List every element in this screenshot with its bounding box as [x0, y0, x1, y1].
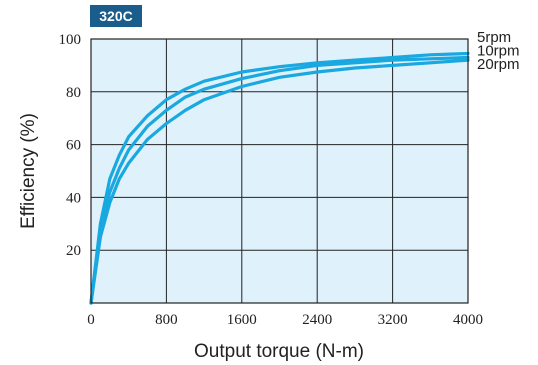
x-tick-label: 0 [87, 312, 95, 328]
y-tick-label: 80 [66, 85, 81, 101]
y-tick-labels: 20 40 60 80 100 [59, 32, 82, 259]
x-tick-label: 4000 [453, 312, 483, 328]
x-axis-title: Output torque (N-m) [194, 341, 364, 362]
y-tick-label: 40 [66, 190, 81, 206]
x-tick-label: 800 [155, 312, 178, 328]
series-label-20rpm: 20rpm [477, 56, 520, 73]
y-tick-label: 60 [66, 138, 81, 154]
x-tick-label: 1600 [227, 312, 257, 328]
x-tick-label: 3200 [378, 312, 408, 328]
chart-title-badge: 320C [90, 5, 142, 27]
x-tick-label: 2400 [302, 312, 332, 328]
y-tick-label: 100 [59, 32, 82, 48]
y-axis-title: Efficiency (%) [18, 113, 39, 229]
y-tick-label: 20 [66, 243, 81, 259]
chart-title: 320C [99, 8, 132, 24]
x-tick-labels: 0 800 1600 2400 3200 4000 [87, 312, 483, 328]
